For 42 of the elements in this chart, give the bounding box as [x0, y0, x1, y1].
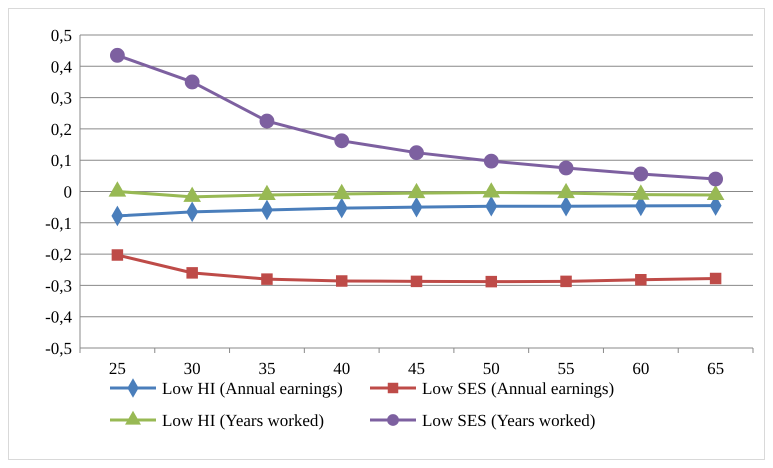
point: [560, 276, 572, 288]
y-tick-label: 0,5: [50, 26, 72, 45]
point: [708, 172, 724, 186]
point: [486, 276, 498, 288]
legend-label: Low SES (Annual earnings): [422, 378, 614, 398]
y-tick-label: 0,4: [50, 57, 72, 76]
y-tick-label: -0,3: [45, 276, 72, 296]
point: [261, 273, 273, 285]
x-tick-label: 25: [108, 359, 126, 378]
point: [184, 74, 200, 90]
point: [110, 48, 125, 63]
y-tick-label: -0,2: [45, 245, 72, 264]
y-tick-label: -0,4: [45, 308, 72, 327]
legend-label: Low HI (Annual earnings): [162, 378, 343, 398]
x-tick-label: 30: [184, 359, 201, 378]
point: [635, 274, 647, 286]
point: [484, 154, 499, 169]
x-tick-label: 60: [632, 359, 650, 378]
x-tick-label: 65: [707, 359, 724, 378]
x-tick-label: 55: [558, 359, 575, 378]
point: [112, 249, 124, 261]
x-tick-label: 45: [408, 359, 425, 378]
point: [710, 272, 722, 284]
x-tick-label: 40: [333, 359, 350, 378]
y-tick-label: 0: [64, 182, 72, 202]
x-tick-label: 50: [482, 359, 500, 378]
legend-label: Low SES (Years worked): [422, 410, 596, 430]
y-tick-label: 0,3: [50, 88, 72, 108]
y-tick-label: 0,2: [50, 120, 72, 139]
y-tick-label: -0,1: [45, 214, 72, 233]
y-tick-label: -0,5: [45, 338, 72, 358]
x-tick-label: 35: [258, 359, 276, 378]
point: [410, 276, 422, 288]
point: [260, 114, 274, 128]
point: [558, 160, 574, 176]
legend-label: Low HI (Years worked): [162, 410, 324, 430]
point: [334, 133, 350, 148]
point: [409, 145, 424, 160]
point: [633, 166, 648, 182]
point: [336, 275, 348, 287]
y-tick-label: 0,1: [50, 151, 72, 170]
point: [186, 267, 198, 279]
